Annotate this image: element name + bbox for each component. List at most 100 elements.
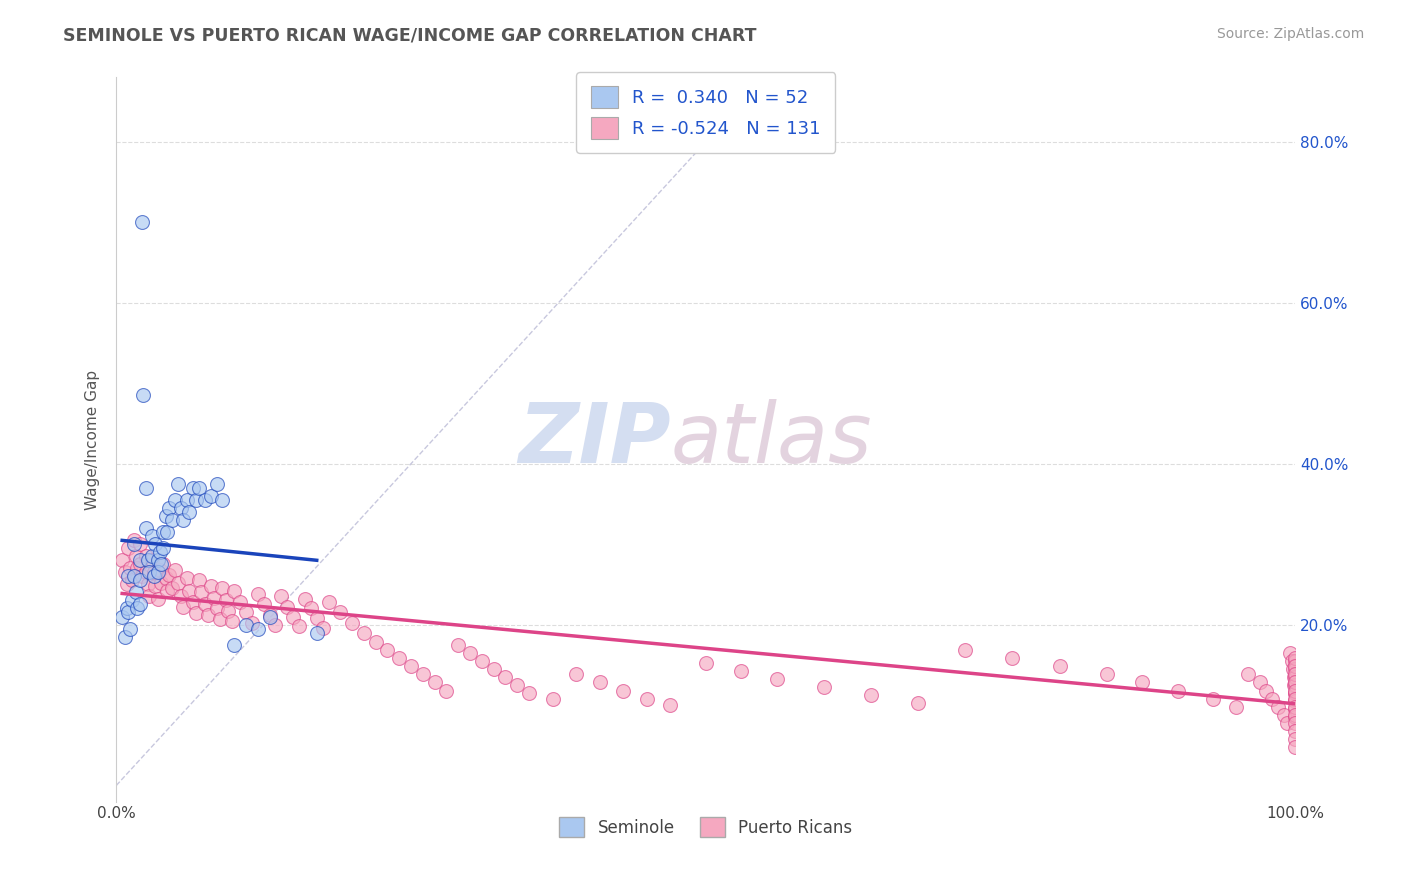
Legend: Seminole, Puerto Ricans: Seminole, Puerto Ricans [553,810,859,844]
Point [224,638,246,652]
Point [146,566,169,580]
Point [128,558,150,572]
Point [170,500,193,515]
Point [1284,707,1306,722]
Point [412,667,434,681]
Point [141,553,163,567]
Point [150,575,173,590]
Point [259,607,281,622]
Point [1277,715,1299,730]
Point [447,638,470,652]
Point [205,476,228,491]
Point [494,670,516,684]
Point [217,604,239,618]
Point [176,571,198,585]
Point [194,492,217,507]
Point [128,574,150,588]
Point [240,615,263,630]
Point [377,643,399,657]
Point [281,609,304,624]
Point [636,691,658,706]
Point [131,569,153,583]
Point [111,609,134,624]
Point [1284,654,1306,668]
Point [235,606,257,620]
Point [388,651,411,665]
Point [765,673,787,687]
Point [246,587,269,601]
Point [197,607,219,622]
Point [179,505,201,519]
Point [128,553,150,567]
Point [143,569,166,583]
Text: atlas: atlas [671,399,872,480]
Point [117,606,139,620]
Point [114,566,136,580]
Point [209,612,232,626]
Point [176,492,198,507]
Point [659,698,682,712]
Point [1284,678,1306,692]
Point [1261,691,1284,706]
Point [135,521,157,535]
Point [121,593,143,607]
Point [127,561,149,575]
Point [187,481,209,495]
Point [179,583,201,598]
Point [1284,686,1306,700]
Point [165,563,187,577]
Point [132,388,155,402]
Point [122,537,145,551]
Point [187,574,209,588]
Point [211,492,233,507]
Point [211,582,233,596]
Point [1284,686,1306,700]
Point [1049,659,1071,673]
Point [1249,675,1271,690]
Point [1284,667,1306,681]
Point [215,593,238,607]
Point [1284,702,1306,716]
Point [565,667,588,681]
Point [276,599,298,614]
Point [305,625,328,640]
Point [229,595,252,609]
Point [1284,710,1306,724]
Point [353,625,375,640]
Point [482,662,505,676]
Point [1267,699,1289,714]
Text: Source: ZipAtlas.com: Source: ZipAtlas.com [1216,27,1364,41]
Point [813,681,835,695]
Point [125,549,148,564]
Point [1284,675,1306,690]
Point [141,529,163,543]
Point [173,599,195,614]
Point [202,591,225,605]
Point [305,611,328,625]
Point [160,513,183,527]
Point [311,621,333,635]
Point [1167,683,1189,698]
Point [589,675,612,690]
Point [135,549,157,564]
Point [165,492,187,507]
Point [224,583,246,598]
Point [181,481,204,495]
Point [270,590,292,604]
Point [155,508,177,523]
Point [131,215,153,229]
Point [152,541,174,555]
Point [318,595,340,609]
Point [117,569,139,583]
Point [695,656,717,670]
Point [1284,699,1306,714]
Point [146,553,169,567]
Point [120,622,142,636]
Point [186,492,208,507]
Point [146,591,169,606]
Point [115,577,138,591]
Point [246,622,269,636]
Point [157,567,180,582]
Point [955,643,977,657]
Point [173,513,195,527]
